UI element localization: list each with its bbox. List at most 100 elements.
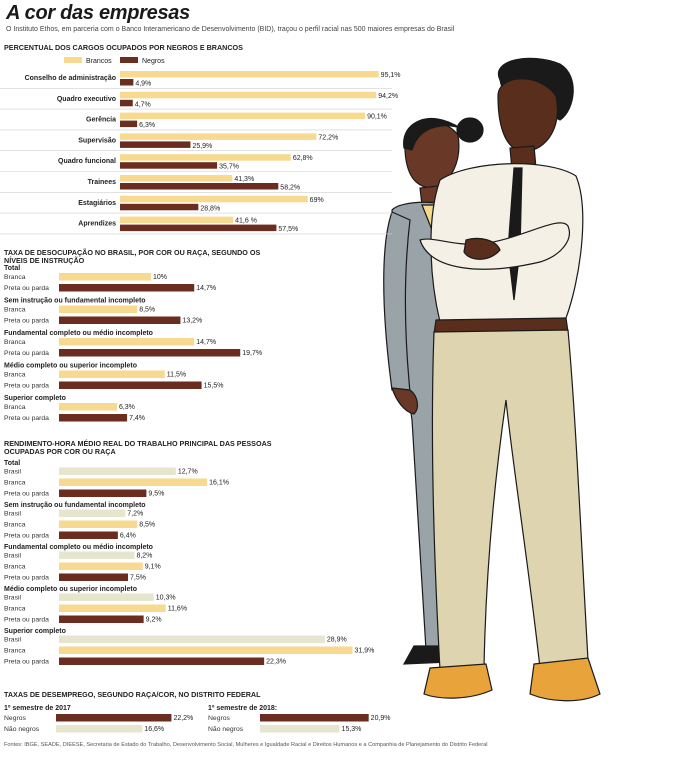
row-label: Brasil	[4, 553, 21, 560]
bar	[59, 403, 117, 411]
bar-brancos	[120, 216, 234, 224]
value-label-brancos: 94,2%	[378, 93, 398, 100]
group-label: Fundamental completo ou médio incompleto	[4, 544, 153, 551]
value-label: 16,1%	[209, 480, 229, 487]
cargos-section-title: PERCENTUAL DOS CARGOS OCUPADOS POR NEGRO…	[4, 43, 243, 52]
desocupacao-title-text: TAXA DE DESOCUPAÇÃO NO BRASIL, POR COR O…	[4, 248, 260, 265]
value-label-brancos: 95,1%	[381, 72, 401, 79]
bar	[59, 349, 241, 357]
row-label: Preta ou parda	[4, 491, 49, 498]
category-label: Aprendizes	[78, 221, 116, 228]
value-label: 9,1%	[145, 564, 161, 571]
bar	[56, 725, 143, 733]
group-label: Sem instrução ou fundamental incompleto	[4, 298, 146, 305]
value-label: 28,9%	[327, 637, 347, 644]
value-label: 22,3%	[266, 659, 286, 666]
group-label: Médio completo ou superior incompleto	[4, 363, 137, 370]
row-label: Negros	[4, 715, 27, 722]
category-label: Quadro executivo	[57, 96, 116, 103]
value-label: 13,2%	[182, 318, 202, 325]
row-label: Branca	[4, 404, 26, 411]
cargos-chart: Conselho de administração 95,1% 4,9% Quadro…	[0, 71, 401, 235]
value-label: 7,2%	[127, 511, 143, 518]
value-label: 16,6%	[144, 726, 164, 733]
bar	[59, 284, 195, 292]
row-label: Preta ou parda	[4, 659, 49, 666]
value-label-negros: 57,5%	[278, 226, 298, 233]
desemprego-df-chart: 1º semestre de 2017 Negros 22,2% Não negros…	[4, 705, 391, 733]
bar-negros	[120, 224, 277, 232]
bar	[59, 305, 138, 313]
group-label: Fundamental completo ou médio incompleto	[4, 330, 153, 337]
category-label: Estagiários	[78, 200, 116, 207]
row-label: Brasil	[4, 469, 21, 476]
value-label-negros: 58,2%	[280, 185, 300, 192]
value-label: 7,5%	[130, 575, 146, 582]
value-label: 8,5%	[139, 522, 155, 529]
row-label: Branca	[4, 648, 26, 655]
row-label: Preta ou parda	[4, 285, 49, 292]
value-label-brancos: 72,2%	[318, 134, 338, 141]
category-label: Trainees	[88, 179, 117, 186]
row-label: Branca	[4, 606, 26, 613]
row-label: Branca	[4, 339, 26, 346]
value-label: 8,2%	[136, 553, 152, 560]
row-label: Negros	[208, 715, 231, 722]
row-label: Preta ou parda	[4, 415, 49, 422]
row-label: Preta ou parda	[4, 383, 49, 390]
value-label-negros: 4,9%	[135, 81, 151, 88]
row-label: Branca	[4, 307, 26, 314]
bar	[59, 657, 265, 665]
value-label-brancos: 41,6 %	[235, 218, 257, 225]
bar	[59, 509, 126, 517]
row-label: Não negros	[4, 726, 40, 733]
group-label: Superior completo	[4, 395, 66, 402]
value-label-negros: 6,3%	[139, 122, 155, 129]
group-label: Sem instrução ou fundamental incompleto	[4, 502, 146, 509]
category-label: Quadro funcional	[58, 158, 116, 165]
value-label-brancos: 62,8%	[293, 155, 313, 162]
value-label: 8,5%	[139, 307, 155, 314]
bar-negros	[120, 141, 191, 148]
value-label-brancos: 41,3%	[234, 176, 254, 183]
row-label: Preta ou parda	[4, 617, 49, 624]
value-label: 10,3%	[156, 595, 176, 602]
row-label: Brasil	[4, 637, 21, 644]
legend-swatch-brancos	[64, 57, 82, 63]
value-label: 11,5%	[167, 372, 186, 379]
value-label: 6,4%	[120, 533, 136, 540]
desocupacao-section-title: TAXA DE DESOCUPAÇÃO NO BRASIL, POR COR O…	[4, 248, 260, 265]
rendimento-title-text: RENDIMENTO-HORA MÉDIO REAL DO TRABALHO P…	[4, 439, 272, 456]
legend-label-brancos: Brancos	[86, 58, 112, 65]
desemprego-df-section-title: TAXAS DE DESEMPREGO, SEGUNDO RAÇA/COR, N…	[4, 690, 261, 699]
row-label: Preta ou parda	[4, 318, 49, 325]
bar	[59, 593, 154, 601]
bar-negros	[120, 162, 218, 169]
bar	[56, 714, 172, 722]
value-label: 20,9%	[371, 715, 391, 722]
value-label: 15,3%	[342, 726, 362, 733]
bar	[59, 520, 138, 528]
bar-negros	[120, 183, 279, 190]
intro-text: O Instituto Ethos, em parceria com o Ban…	[6, 26, 455, 33]
group-label: Total	[4, 265, 20, 272]
bar-brancos	[120, 154, 291, 161]
bar-brancos	[120, 195, 308, 203]
group-label: Total	[4, 460, 20, 467]
value-label: 9,2%	[146, 617, 162, 624]
value-label: 22,2%	[173, 715, 193, 722]
legend: Brancos Negros	[64, 57, 165, 65]
bar-brancos	[120, 71, 379, 78]
legend-swatch-negros	[120, 57, 138, 63]
value-label: 7,4%	[129, 415, 145, 422]
value-label: 10%	[153, 274, 167, 281]
row-label: Branca	[4, 564, 26, 571]
bar	[59, 635, 325, 643]
group-label: Superior completo	[4, 628, 66, 635]
value-label-negros: 25,9%	[192, 143, 212, 150]
bar	[59, 478, 208, 486]
bar	[59, 381, 202, 389]
value-label: 19,7%	[242, 350, 262, 357]
rendimento-chart: Total Brasil 12,7% Branca 16,1% Preta ou pard…	[4, 460, 374, 666]
row-label: Branca	[4, 372, 26, 379]
